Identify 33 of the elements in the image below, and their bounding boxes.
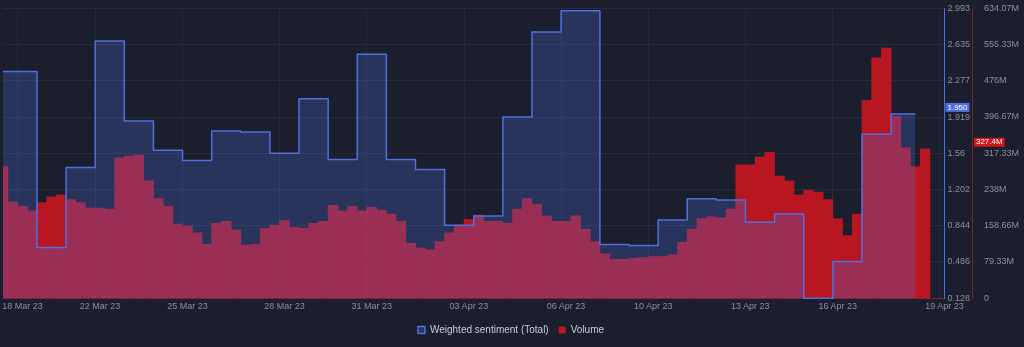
y-tick-label: 2.993: [947, 2, 970, 13]
x-tick-label: 31 Mar 23: [351, 301, 393, 312]
text: 327.4M: [975, 137, 1003, 147]
y-tick-label: 1.56: [947, 147, 965, 158]
y2-tick-label: 158.66M: [983, 220, 1020, 231]
x-tick-label: 13 Apr 23: [731, 301, 770, 312]
y2-tick-label: 238M: [983, 183, 1007, 194]
x-tick-label: 06 Apr 23: [546, 301, 586, 312]
y-tick-label: 1.202: [947, 184, 970, 195]
text: 1.950: [947, 102, 969, 112]
x-tick-label: 19 Apr 23: [925, 301, 964, 312]
y2-tick-label: 634.07M: [983, 2, 1020, 13]
x-tick-label: 25 Mar 23: [167, 301, 208, 312]
x-tick-label: 18 Mar 23: [2, 301, 43, 312]
y-tick-label: 0.844: [947, 220, 970, 231]
y-tick-label: 0.486: [947, 256, 970, 267]
legend-label: Weighted sentiment (Total): [429, 323, 549, 335]
y2-tick-label: 0: [983, 292, 989, 303]
y2-tick-label: 317.33M: [983, 147, 1020, 158]
y2-tick-label: 396.67M: [983, 111, 1020, 122]
x-tick-label: 28 Mar 23: [264, 301, 305, 312]
y-tick-label: 2.277: [947, 75, 970, 86]
x-tick-label: 22 Mar 23: [79, 301, 121, 312]
x-tick-label: 10 Apr 23: [634, 301, 673, 312]
y-tick-label: 1.919: [947, 111, 970, 122]
y2-tick-label: 555.33M: [983, 38, 1020, 49]
x-tick-label: 16 Apr 23: [818, 301, 857, 312]
y-tick-label: 0.128: [947, 292, 970, 303]
legend-label: Volume: [570, 323, 605, 335]
y-tick-label: 2.635: [947, 39, 970, 50]
y2-tick-label: 476M: [983, 75, 1007, 86]
x-tick-label: 03 Apr 23: [449, 301, 489, 312]
y2-tick-label: 79.33M: [983, 256, 1015, 267]
